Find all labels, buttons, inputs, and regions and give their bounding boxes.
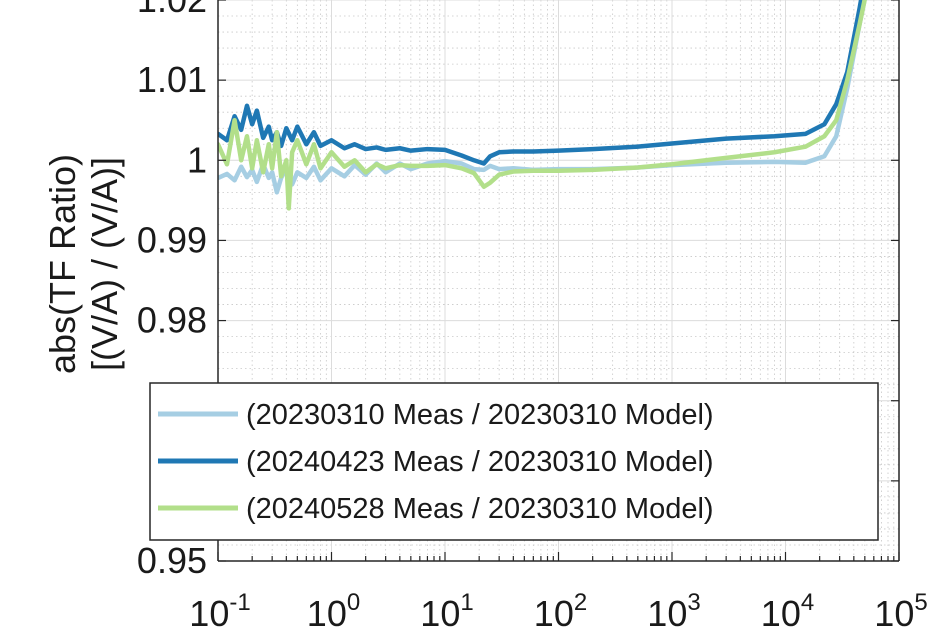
y-tick-label: 1 bbox=[187, 139, 207, 180]
y-axis-label-line-1: abs(TF Ratio) bbox=[42, 154, 83, 374]
x-tick-label-base: 10 bbox=[420, 593, 460, 634]
y-axis-label: abs(TF Ratio) [(V/A) / (V/A)] bbox=[42, 154, 125, 374]
series-line-2 bbox=[218, 0, 864, 166]
x-tick-label-exponent: 3 bbox=[687, 589, 700, 616]
y-tick-label: 0.98 bbox=[137, 300, 207, 341]
x-tick-label-exponent: -1 bbox=[229, 589, 250, 616]
x-tick-label-base: 10 bbox=[534, 593, 574, 634]
x-tick-label: 102 bbox=[534, 589, 587, 634]
x-tick-label-base: 10 bbox=[761, 593, 801, 634]
x-tick-label-base: 10 bbox=[874, 593, 914, 634]
legend-box bbox=[149, 382, 879, 541]
x-tick-label-base: 10 bbox=[307, 593, 347, 634]
series-layer bbox=[218, 0, 867, 211]
y-tick-label: 1.02 bbox=[137, 0, 207, 20]
x-tick-label-exponent: 1 bbox=[460, 589, 473, 616]
x-tick-label: 103 bbox=[647, 589, 700, 634]
x-tick-label: 100 bbox=[307, 589, 360, 634]
legend-label-series-2: (20240423 Meas / 20230310 Model) bbox=[246, 446, 714, 478]
x-tick-label-exponent: 0 bbox=[347, 589, 360, 616]
y-axis-label-line-2: [(V/A) / (V/A)] bbox=[84, 157, 125, 371]
series-line-3 bbox=[218, 0, 867, 211]
x-tick-label-exponent: 5 bbox=[914, 589, 927, 616]
legend: (20230310 Meas / 20230310 Model) (202404… bbox=[149, 382, 879, 541]
x-tick-labels: 10-1 100 101 102 103 104 105 bbox=[189, 589, 927, 634]
x-tick-label: 101 bbox=[420, 589, 473, 634]
y-tick-label: 0.99 bbox=[137, 219, 207, 260]
x-tick-label-exponent: 2 bbox=[574, 589, 587, 616]
x-tick-label: 105 bbox=[874, 589, 927, 634]
x-tick-label-base: 10 bbox=[189, 593, 229, 634]
x-tick-label-exponent: 4 bbox=[801, 589, 814, 616]
y-tick-label: 0.95 bbox=[137, 540, 207, 581]
legend-label-series-1: (20230310 Meas / 20230310 Model) bbox=[246, 399, 714, 431]
legend-label-series-3: (20240528 Meas / 20230310 Model) bbox=[246, 493, 714, 525]
x-tick-label: 104 bbox=[761, 589, 814, 634]
y-tick-label: 1.01 bbox=[137, 59, 207, 100]
x-tick-label-base: 10 bbox=[647, 593, 687, 634]
x-tick-label: 10-1 bbox=[189, 589, 250, 634]
